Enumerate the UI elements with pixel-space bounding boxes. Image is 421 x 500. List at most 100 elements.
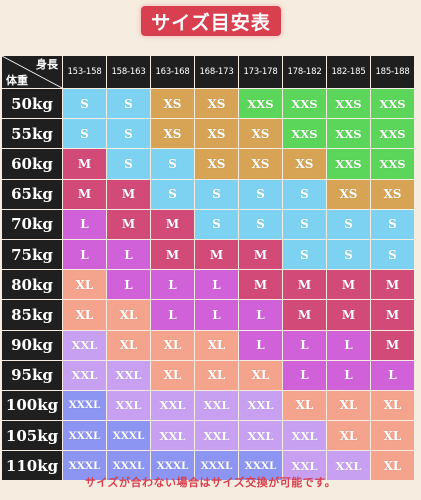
size-cell: XXL: [195, 390, 238, 421]
page-title: サイズ目安表: [151, 11, 271, 34]
size-cell: XXS: [283, 119, 326, 149]
size-cell: L: [195, 300, 238, 330]
size-cell: L: [63, 239, 106, 270]
size-cell: XL: [283, 390, 326, 421]
size-cell: XL: [327, 421, 370, 451]
size-cell: S: [63, 89, 106, 119]
size-cell: XL: [371, 451, 414, 481]
weight-row-header: 80kg: [2, 270, 62, 300]
size-cell: M: [283, 270, 326, 300]
weight-row-header: 85kg: [2, 300, 62, 330]
height-column-header: 158-163: [107, 56, 150, 88]
size-cell: M: [371, 300, 414, 330]
title-banner: サイズ目安表: [141, 6, 281, 36]
size-cell: XXS: [327, 149, 370, 179]
size-cell: S: [195, 179, 238, 209]
size-cell: S: [107, 89, 150, 119]
size-cell: XL: [327, 390, 370, 421]
size-cell: S: [371, 239, 414, 270]
size-cell: XXXL: [151, 451, 194, 481]
size-cell: L: [283, 330, 326, 360]
size-cell: XXXL: [239, 451, 282, 481]
size-cell: XS: [151, 119, 194, 149]
size-cell: XXS: [371, 119, 414, 149]
height-column-header: 153-158: [63, 56, 106, 88]
height-column-header: 173-178: [239, 56, 282, 88]
size-cell: L: [327, 360, 370, 390]
weight-row-header: 55kg: [2, 119, 62, 149]
size-cell: XL: [107, 300, 150, 330]
height-column-header: 168-173: [195, 56, 238, 88]
size-cell: XXL: [151, 421, 194, 451]
size-cell: XXL: [195, 421, 238, 451]
size-cell: XXXL: [107, 451, 150, 481]
size-cell: M: [327, 300, 370, 330]
weight-row-header: 110kg: [2, 451, 62, 481]
size-cell: S: [283, 179, 326, 209]
weight-row-header: 95kg: [2, 360, 62, 390]
size-cell: M: [151, 209, 194, 239]
size-cell: L: [371, 360, 414, 390]
size-cell: XXS: [283, 89, 326, 119]
size-cell: XXL: [107, 360, 150, 390]
size-cell: XL: [63, 300, 106, 330]
size-cell: XXL: [327, 451, 370, 481]
size-cell: M: [151, 239, 194, 270]
size-cell: S: [239, 209, 282, 239]
size-cell: XL: [63, 270, 106, 300]
weight-row-header: 100kg: [2, 390, 62, 421]
size-cell: M: [283, 300, 326, 330]
size-cell: XXXL: [107, 421, 150, 451]
size-cell: XXL: [107, 390, 150, 421]
size-cell: XXXL: [63, 390, 106, 421]
size-cell: M: [63, 149, 106, 179]
table-corner: 身長 体重: [2, 56, 62, 88]
size-cell: M: [239, 270, 282, 300]
size-cell: M: [371, 270, 414, 300]
height-column-header: 182-185: [327, 56, 370, 88]
size-cell: XXXL: [63, 421, 106, 451]
size-cell: M: [107, 209, 150, 239]
size-chart-table: 身長 体重 153-158 158-163 163-168 168-173 173-17…: [2, 56, 414, 481]
size-cell: XL: [195, 360, 238, 390]
size-cell: S: [371, 209, 414, 239]
weight-row-header: 90kg: [2, 330, 62, 360]
corner-diagonal-line: [2, 56, 62, 88]
size-cell: XS: [239, 119, 282, 149]
size-cell: S: [283, 209, 326, 239]
size-cell: XXS: [371, 89, 414, 119]
size-cell: XXXL: [195, 451, 238, 481]
size-cell: XXL: [151, 390, 194, 421]
size-cell: M: [371, 330, 414, 360]
weight-row-header: 65kg: [2, 179, 62, 209]
size-cell: XS: [151, 89, 194, 119]
weight-axis-label: 体重: [6, 74, 28, 87]
size-cell: XXXL: [63, 451, 106, 481]
height-column-header: 163-168: [151, 56, 194, 88]
size-cell: L: [107, 270, 150, 300]
size-cell: S: [151, 149, 194, 179]
size-cell: M: [107, 179, 150, 209]
size-cell: S: [63, 119, 106, 149]
size-cell: S: [195, 209, 238, 239]
weight-row-header: 75kg: [2, 239, 62, 270]
size-cell: S: [107, 149, 150, 179]
size-cell: XXS: [371, 149, 414, 179]
size-cell: XS: [327, 179, 370, 209]
size-cell: L: [327, 330, 370, 360]
size-cell: XXS: [327, 119, 370, 149]
height-axis-label: 身長: [36, 58, 58, 71]
size-cell: XL: [371, 421, 414, 451]
size-cell: S: [283, 239, 326, 270]
size-cell: XXL: [239, 421, 282, 451]
size-cell: XL: [195, 330, 238, 360]
footer-note: サイズが合わない場合はサイズ交換が可能です。: [84, 476, 337, 489]
size-cell: L: [239, 330, 282, 360]
size-cell: M: [327, 270, 370, 300]
weight-row-header: 105kg: [2, 421, 62, 451]
size-cell: XL: [371, 390, 414, 421]
size-cell: S: [327, 239, 370, 270]
size-cell: XS: [239, 149, 282, 179]
size-cell: M: [63, 179, 106, 209]
size-cell: XXL: [283, 451, 326, 481]
